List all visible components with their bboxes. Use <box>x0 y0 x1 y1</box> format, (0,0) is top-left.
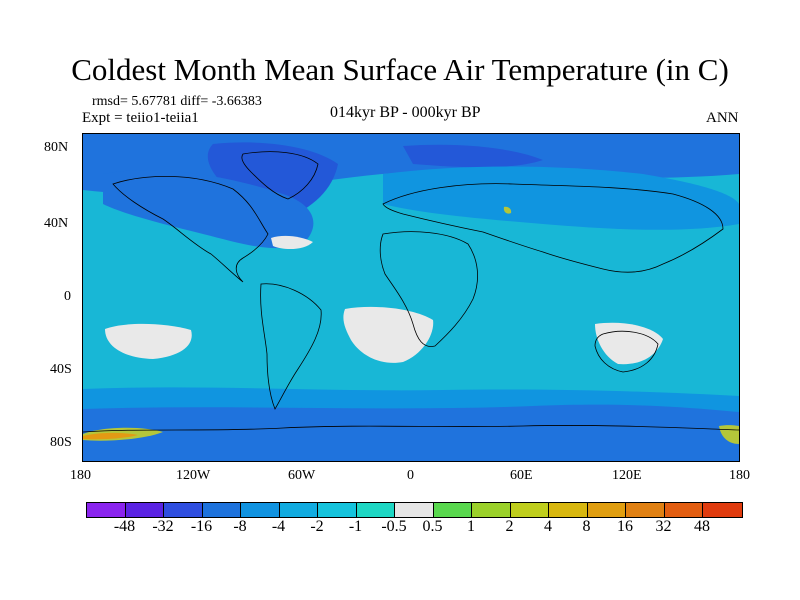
south-atlantic-patch <box>343 306 434 363</box>
lat-label-40n: 40N <box>44 216 69 231</box>
lon-label-60w: 60W <box>288 468 316 483</box>
caspian-warm <box>503 206 512 214</box>
colorbar-swatch <box>510 503 549 517</box>
north-america-coast <box>112 175 269 283</box>
colorbar-label: -1 <box>348 518 363 535</box>
lon-label-120w: 120W <box>176 468 211 483</box>
colorbar-swatch <box>125 503 164 517</box>
south-america-coast <box>260 283 322 410</box>
colorbar-label: -4 <box>271 518 286 535</box>
stats-text: rmsd= 5.67781 diff= -3.66383 <box>92 94 262 109</box>
lat-label-equator: 0 <box>64 289 71 304</box>
arctic-deep <box>403 144 543 168</box>
colorbar-label: 16 <box>617 518 633 535</box>
colorbar-swatch <box>549 503 588 517</box>
eurasia-cool <box>383 166 739 230</box>
colorbar-label: -32 <box>152 518 174 535</box>
colorbar-label: 0.5 <box>422 518 443 535</box>
north-america-cold <box>103 170 314 249</box>
colorbar-swatch <box>626 503 665 517</box>
africa-coast <box>379 231 478 347</box>
lon-label-60e: 60E <box>510 468 533 483</box>
greenland-coast <box>241 151 319 200</box>
colorbar-label: 32 <box>655 518 672 535</box>
antarctica-coast <box>83 425 739 433</box>
colorbar-swatch <box>318 503 357 517</box>
colorbar-label: 48 <box>694 518 710 535</box>
experiment-label: Expt = teiio1-teiia1 <box>82 110 199 126</box>
season-label: ANN <box>706 110 739 126</box>
period-label: 014kyr BP - 000kyr BP <box>330 104 481 121</box>
colorbar-swatch <box>241 503 280 517</box>
antarctic-hot-west <box>83 432 138 440</box>
lat-label-80n: 80N <box>44 140 69 155</box>
colorbar-swatch <box>356 503 395 517</box>
colorbar-swatch <box>87 503 126 517</box>
plot-title: Coldest Month Mean Surface Air Temperatu… <box>71 52 729 87</box>
colorbar-label: -16 <box>190 518 213 535</box>
lon-label-0: 0 <box>407 468 414 483</box>
colorbar-label: -0.5 <box>381 518 407 535</box>
colorbar-swatch <box>472 503 511 517</box>
antarctic-belt <box>83 404 739 461</box>
colorbar-label: 2 <box>505 518 514 535</box>
colorbar-swatch <box>279 503 318 517</box>
atlantic-patch <box>271 235 313 250</box>
temperature-map <box>83 134 739 461</box>
colorbar-label: -48 <box>113 518 136 535</box>
lon-label-120e: 120E <box>612 468 642 483</box>
colorbar <box>86 502 743 518</box>
colorbar-swatch <box>703 503 742 517</box>
lat-label-80s: 80S <box>50 435 72 450</box>
colorbar-label: 8 <box>582 518 591 535</box>
colorbar-swatch <box>164 503 203 517</box>
australia-patch <box>595 322 663 365</box>
map-panel <box>82 133 740 462</box>
colorbar-swatch <box>395 503 434 517</box>
eurasia-coast <box>382 183 724 273</box>
colorbar-label: -8 <box>233 518 247 535</box>
lat-label-40s: 40S <box>50 362 72 377</box>
colorbar-label: -2 <box>310 518 324 535</box>
colorbar-swatch <box>433 503 472 517</box>
pacific-patch <box>105 323 192 359</box>
australia-coast <box>594 330 659 373</box>
colorbar-label: 4 <box>544 518 552 535</box>
colorbar-swatch <box>664 503 703 517</box>
lon-label-180w: 180 <box>70 468 91 483</box>
lon-label-180e: 180 <box>729 468 750 483</box>
colorbar-swatch <box>202 503 241 517</box>
greenland-region <box>207 142 338 219</box>
colorbar-swatch <box>587 503 626 517</box>
colorbar-label: 1 <box>467 518 475 535</box>
